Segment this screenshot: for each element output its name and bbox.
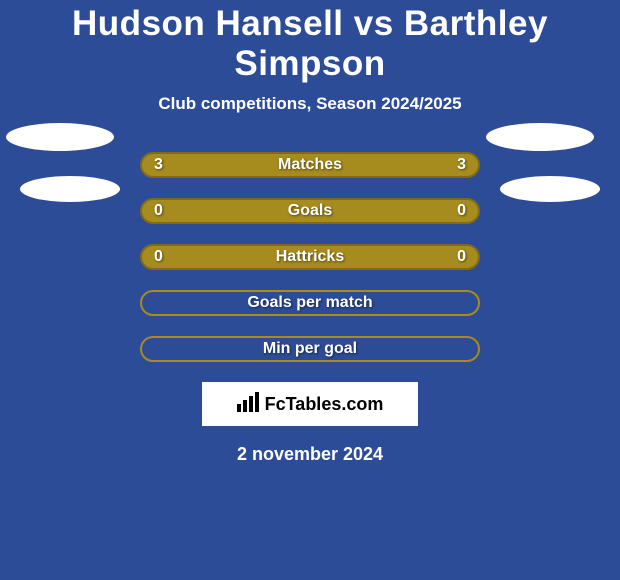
flag-ellipse [500, 176, 600, 202]
stat-row: Goals per match [140, 290, 480, 316]
stat-label: Min per goal [263, 340, 357, 358]
comparison-card: Hudson Hansell vs Barthley Simpson Club … [0, 0, 620, 580]
date-text: 2 november 2024 [0, 444, 620, 465]
stat-value-right: 0 [457, 202, 466, 220]
stat-row: 3 Matches 3 [140, 152, 480, 178]
stat-bar: Min per goal [140, 336, 480, 362]
stat-row: 0 Hattricks 0 [140, 244, 480, 270]
chart-icon [237, 392, 259, 417]
stat-value-right: 0 [457, 248, 466, 266]
stat-value-left: 0 [154, 202, 163, 220]
stat-bar: Goals per match [140, 290, 480, 316]
stat-row: 0 Goals 0 [140, 198, 480, 224]
logo-badge: FcTables.com [202, 382, 418, 426]
stat-label: Matches [278, 156, 342, 174]
stat-value-left: 3 [154, 156, 163, 174]
logo-text: FcTables.com [265, 394, 384, 415]
flag-ellipse [20, 176, 120, 202]
stat-bar: 0 Goals 0 [140, 198, 480, 224]
stat-label: Hattricks [276, 248, 344, 266]
page-title: Hudson Hansell vs Barthley Simpson [0, 4, 620, 84]
stat-value-left: 0 [154, 248, 163, 266]
subtitle: Club competitions, Season 2024/2025 [0, 94, 620, 114]
stat-bar: 3 Matches 3 [140, 152, 480, 178]
stat-value-right: 3 [457, 156, 466, 174]
flag-ellipse [486, 123, 594, 151]
stat-bar: 0 Hattricks 0 [140, 244, 480, 270]
stat-label: Goals [288, 202, 332, 220]
stat-row: Min per goal [140, 336, 480, 362]
stat-label: Goals per match [247, 294, 372, 312]
flag-ellipse [6, 123, 114, 151]
